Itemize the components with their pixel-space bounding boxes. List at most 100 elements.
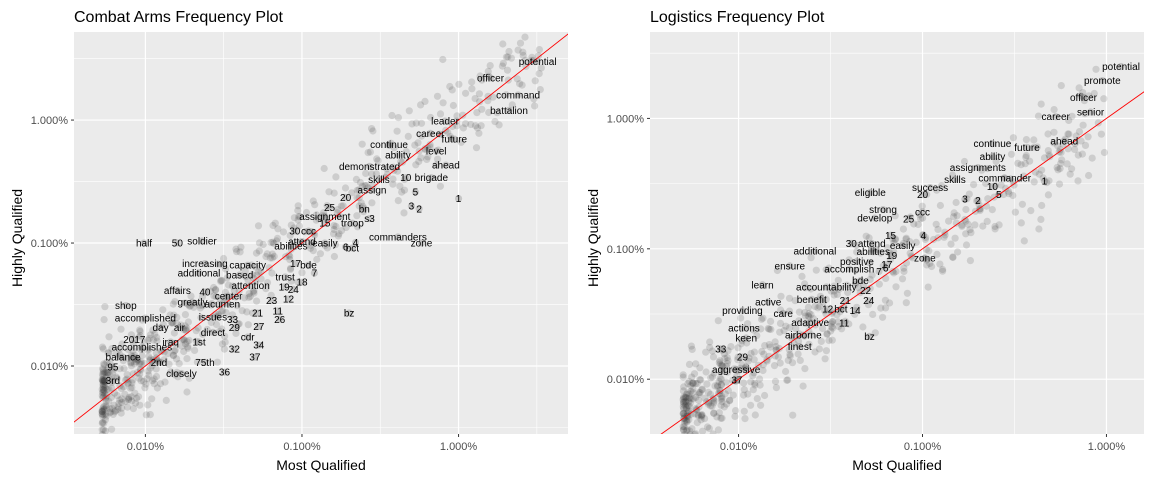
scatter-point — [713, 413, 721, 421]
scatter-point — [268, 254, 276, 262]
scatter-point — [765, 325, 773, 333]
scatter-point — [686, 427, 694, 434]
labeled-point — [811, 247, 819, 255]
scatter-point — [692, 379, 700, 388]
scatter-point — [105, 349, 113, 357]
labeled-point — [130, 335, 138, 343]
scatter-point — [1079, 89, 1087, 97]
scatter-point — [178, 342, 186, 350]
scatter-point — [924, 283, 932, 291]
scatter-point — [180, 325, 188, 334]
word-label: issues — [199, 313, 227, 324]
scatter-point — [721, 354, 729, 362]
labeled-point — [1098, 77, 1106, 85]
scatter-point — [117, 325, 125, 333]
scatter-point — [979, 222, 987, 230]
labeled-point — [310, 269, 318, 277]
labeled-point — [402, 174, 410, 182]
scatter-point — [804, 303, 812, 311]
scatter-point — [1037, 215, 1045, 223]
scatter-point — [485, 108, 493, 117]
scatter-point — [360, 208, 368, 216]
scatter-point — [528, 53, 536, 61]
scatter-point — [683, 426, 691, 434]
scatter-point — [393, 127, 401, 135]
scatter-point — [1055, 180, 1064, 188]
scatter-point — [98, 406, 106, 414]
scatter-point — [688, 462, 695, 469]
scatter-point — [400, 186, 409, 194]
scatter-point — [679, 371, 687, 379]
scatter-point — [708, 454, 715, 461]
scatter-point — [714, 383, 722, 391]
scatter-point — [688, 345, 696, 353]
word-label: 1st — [192, 337, 206, 348]
scatter-point — [101, 368, 109, 377]
scatter-point — [170, 329, 178, 337]
scatter-point — [718, 367, 726, 375]
scatter-point — [287, 277, 295, 285]
scatter-point — [142, 380, 150, 388]
scatter-point — [113, 374, 121, 382]
scatter-point — [724, 368, 732, 376]
scatter-point — [706, 338, 714, 346]
scatter-point — [691, 431, 699, 434]
scatter-point — [98, 410, 106, 418]
scatter-point — [241, 273, 250, 281]
scatter-point — [473, 124, 482, 132]
scatter-point — [212, 293, 220, 301]
word-label: center — [215, 292, 243, 303]
word-label: 24 — [288, 285, 300, 296]
labeled-point — [427, 174, 435, 182]
scatter-point — [459, 124, 467, 132]
x-tick-label: 0.100% — [283, 441, 321, 453]
word-label: 32 — [229, 345, 241, 356]
word-label: zone — [914, 254, 936, 265]
scatter-point — [776, 328, 784, 336]
scatter-point — [99, 372, 107, 380]
scatter-point — [680, 412, 688, 420]
combat-arms-panel: potential officer command battalion leader ca… — [9, 9, 568, 473]
y-tick-label: 0.010% — [31, 361, 69, 373]
scatter-point — [389, 175, 397, 183]
scatter-point — [153, 384, 161, 392]
labeled-point — [799, 331, 807, 339]
scatter-point — [217, 307, 225, 315]
scatter-point — [124, 345, 132, 354]
scatter-point — [680, 459, 687, 466]
scatter-point — [1066, 170, 1074, 178]
scatter-point — [369, 127, 377, 135]
word-label: 5 — [413, 187, 419, 198]
labeled-point — [321, 239, 329, 247]
scatter-point — [776, 319, 785, 327]
scatter-point — [314, 215, 323, 223]
scatter-point — [865, 234, 873, 242]
scatter-point — [137, 345, 145, 353]
scatter-point — [822, 295, 830, 303]
scatter-point — [954, 248, 962, 256]
scatter-point — [717, 375, 725, 383]
word-label: accountability — [796, 282, 857, 293]
scatter-point — [684, 380, 692, 388]
scatter-point — [265, 264, 273, 272]
scatter-point — [1054, 142, 1062, 150]
scatter-point — [914, 220, 922, 229]
scatter-point — [238, 307, 246, 315]
scatter-point — [252, 249, 261, 257]
scatter-point — [1080, 97, 1088, 105]
scatter-point — [210, 283, 218, 292]
scatter-point — [721, 390, 729, 398]
scatter-point — [321, 241, 329, 250]
scatter-point — [263, 250, 271, 258]
scatter-point — [100, 370, 108, 378]
scatter-point — [119, 357, 127, 365]
scatter-point — [906, 213, 914, 221]
scatter-point — [152, 349, 160, 357]
scatter-point — [855, 284, 863, 292]
scatter-point — [833, 290, 841, 299]
scatter-point — [772, 384, 780, 392]
scatter-point — [801, 312, 809, 320]
scatter-point — [394, 197, 402, 205]
scatter-point — [890, 269, 898, 277]
scatter-point — [320, 164, 328, 173]
